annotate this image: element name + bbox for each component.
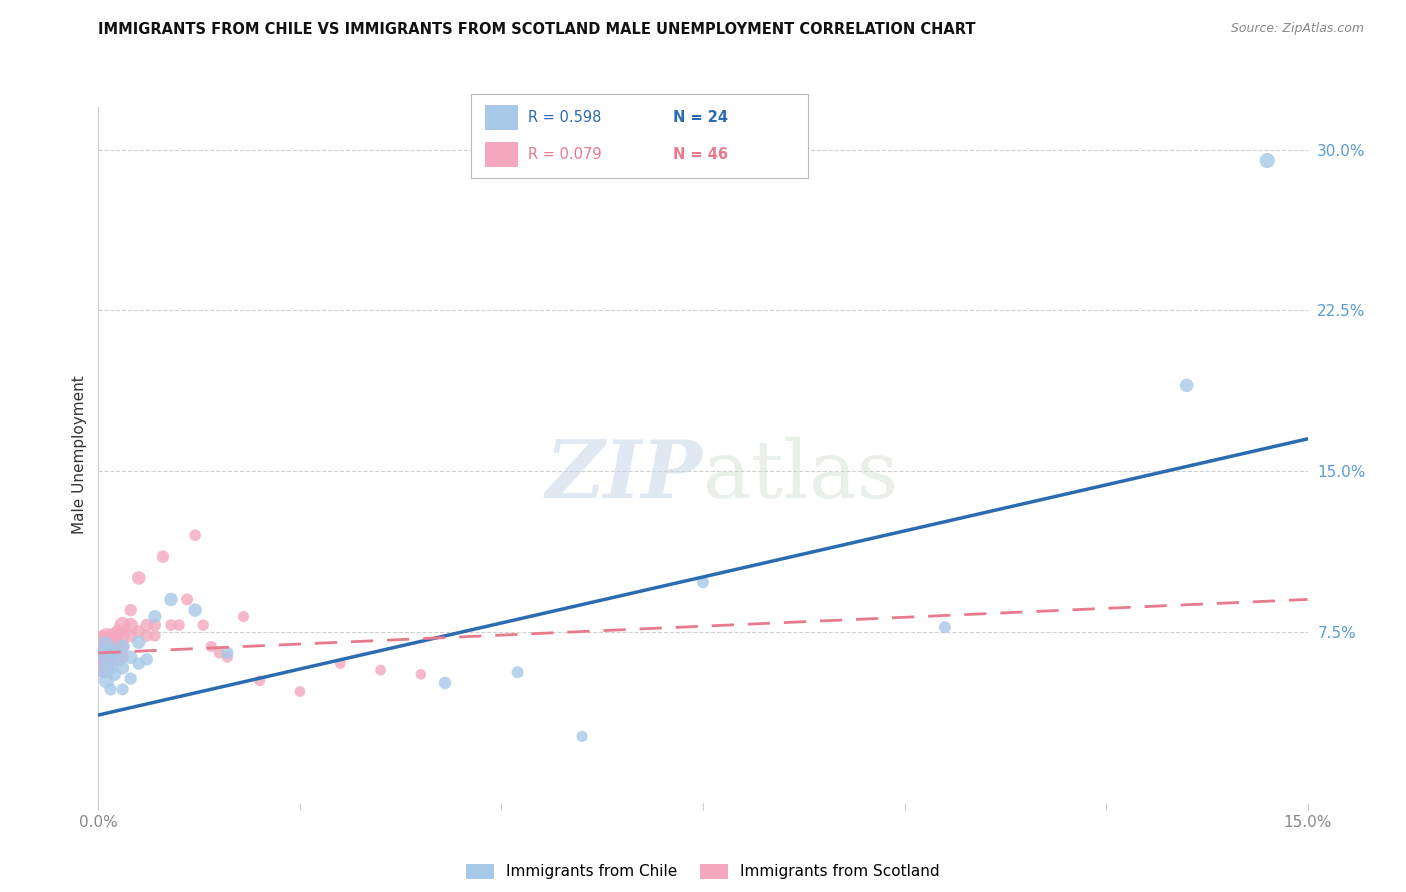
Point <box>93 646 115 660</box>
Point <box>1175 378 1198 392</box>
Point <box>506 665 529 680</box>
Point <box>692 575 714 590</box>
Point <box>200 640 222 654</box>
Point <box>120 629 142 643</box>
Point <box>94 640 117 654</box>
Point <box>167 618 190 632</box>
Text: R = 0.598: R = 0.598 <box>529 110 602 125</box>
Point <box>111 661 134 675</box>
Text: atlas: atlas <box>703 437 898 515</box>
Point <box>96 650 118 665</box>
Point <box>120 650 142 665</box>
Point <box>208 646 231 660</box>
Point <box>96 631 118 645</box>
Text: ZIP: ZIP <box>546 437 703 515</box>
Point <box>135 629 157 643</box>
Point <box>103 667 125 681</box>
Point <box>111 640 134 654</box>
Point <box>96 652 118 666</box>
Point <box>103 629 125 643</box>
Point <box>193 618 215 632</box>
Point <box>103 646 125 660</box>
Point <box>111 629 134 643</box>
Point <box>96 673 118 688</box>
Point <box>97 640 120 654</box>
Bar <box>485 142 519 168</box>
Point <box>217 646 239 660</box>
Point <box>143 629 166 643</box>
Text: N = 46: N = 46 <box>673 147 728 162</box>
Point <box>111 682 134 697</box>
Point <box>96 663 118 677</box>
Point <box>249 673 271 688</box>
Point <box>128 571 150 585</box>
Point <box>1256 153 1278 168</box>
Point <box>370 663 392 677</box>
Point <box>111 650 134 665</box>
Point <box>100 682 122 697</box>
Y-axis label: Male Unemployment: Male Unemployment <box>72 376 87 534</box>
Point <box>91 661 114 675</box>
Point <box>91 650 114 665</box>
Point <box>160 618 183 632</box>
Point <box>103 652 125 666</box>
Point <box>176 592 198 607</box>
Bar <box>485 104 519 130</box>
Point <box>128 624 150 639</box>
Point <box>97 644 120 658</box>
Point <box>434 676 457 690</box>
Point <box>128 635 150 649</box>
Point <box>103 640 125 654</box>
Point <box>93 635 115 649</box>
Text: Source: ZipAtlas.com: Source: ZipAtlas.com <box>1230 22 1364 36</box>
Point <box>217 650 239 665</box>
Point <box>184 528 207 542</box>
Point <box>111 618 134 632</box>
Point <box>120 672 142 686</box>
Point <box>152 549 174 564</box>
Point <box>135 652 157 666</box>
Legend: Immigrants from Chile, Immigrants from Scotland: Immigrants from Chile, Immigrants from S… <box>460 857 946 886</box>
Point <box>135 618 157 632</box>
Point <box>143 609 166 624</box>
Text: IMMIGRANTS FROM CHILE VS IMMIGRANTS FROM SCOTLAND MALE UNEMPLOYMENT CORRELATION : IMMIGRANTS FROM CHILE VS IMMIGRANTS FROM… <box>98 22 976 37</box>
Point <box>160 592 183 607</box>
Point <box>329 657 352 671</box>
Point <box>100 661 122 675</box>
Point <box>100 635 122 649</box>
Point <box>91 640 114 654</box>
Point <box>934 620 956 634</box>
Text: N = 24: N = 24 <box>673 110 728 125</box>
Point <box>120 603 142 617</box>
Point <box>107 624 129 639</box>
Point <box>96 641 118 656</box>
Point <box>409 667 432 681</box>
Point <box>93 657 115 671</box>
Point <box>184 603 207 617</box>
Point <box>143 618 166 632</box>
Point <box>288 684 311 698</box>
Point <box>94 663 117 677</box>
Point <box>571 730 593 744</box>
Point <box>111 640 134 654</box>
Point <box>120 618 142 632</box>
Text: R = 0.079: R = 0.079 <box>529 147 602 162</box>
Point <box>107 652 129 666</box>
Point <box>97 650 120 665</box>
Point <box>128 657 150 671</box>
Point <box>232 609 254 624</box>
Point <box>97 661 120 675</box>
